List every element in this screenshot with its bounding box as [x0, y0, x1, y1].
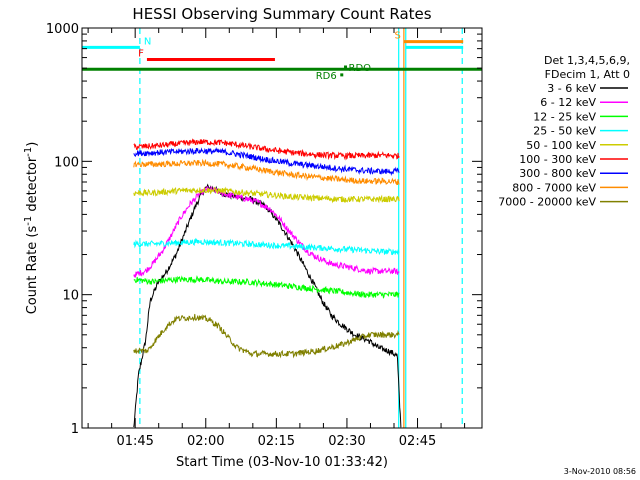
series-line-5 — [133, 138, 400, 161]
marker-dot-0 — [344, 65, 348, 69]
marker-label-1: RD6 — [316, 71, 337, 82]
legend-label-4: 50 - 100 keV — [526, 139, 596, 152]
x-tick-label-1: 02:00 — [187, 434, 224, 449]
chart-title: HESSI Observing Summary Count Rates — [132, 5, 431, 23]
x-tick-label-0: 01:45 — [116, 434, 153, 449]
legend-label-2: 12 - 25 keV — [533, 110, 596, 123]
plot-frame — [81, 27, 483, 429]
markers: RDO RD6 — [316, 63, 371, 82]
flag-bars: NF S — [82, 31, 482, 71]
x-tick-label-4: 02:45 — [399, 434, 436, 449]
series-line-0 — [133, 183, 402, 428]
marker-dot-1 — [340, 73, 344, 77]
y-axis-ticks: 1 10 100 1000 — [46, 22, 482, 437]
legend-label-7: 800 - 7000 keV — [512, 181, 596, 194]
series-line-2 — [133, 275, 400, 299]
legend-header-2: FDecim 1, Att 0 — [545, 68, 630, 81]
legend-header-1: Det 1,3,4,5,6,9, — [544, 54, 630, 67]
y-axis-label-end: ) — [25, 142, 40, 147]
x-axis-label: Start Time (03-Nov-10 01:33:42) — [176, 455, 388, 470]
x-axis-ticks: 01:45 02:00 02:15 02:30 02:45 — [87, 28, 466, 449]
flag-label-1: F — [138, 49, 144, 60]
y-axis-label: Count Rate (s-1 detector-1) — [23, 142, 40, 315]
marker-label-0: RDO — [349, 63, 372, 74]
x-tick-label-3: 02:30 — [328, 434, 365, 449]
y-axis-label-sup1: -1 — [23, 216, 34, 226]
flag-label-0: N — [144, 36, 151, 47]
series-line-7 — [133, 158, 400, 186]
series-line-1 — [133, 185, 400, 278]
y-axis-label-main: Count Rate (s — [25, 226, 40, 315]
legend-label-5: 100 - 300 keV — [519, 153, 596, 166]
y-axis-label-mid: detector — [25, 156, 40, 216]
y-tick-label-3: 1000 — [46, 22, 79, 37]
series-line-3 — [133, 237, 400, 256]
y-axis-label-sup2: -1 — [23, 147, 34, 157]
legend-label-0: 3 - 6 keV — [547, 82, 596, 95]
series-lines — [133, 138, 402, 428]
x-tick-label-2: 02:15 — [258, 434, 295, 449]
timestamp: 3-Nov-2010 08:56 — [564, 467, 636, 476]
vertical-markers — [139, 28, 463, 428]
legend-label-6: 300 - 800 keV — [519, 167, 596, 180]
y-tick-label-1: 10 — [62, 289, 79, 304]
legend-label-3: 25 - 50 keV — [533, 125, 596, 138]
legend-label-1: 6 - 12 keV — [540, 96, 596, 109]
y-tick-label-2: 100 — [54, 155, 79, 170]
legend: Det 1,3,4,5,6,9, FDecim 1, Att 0 3 - 6 k… — [498, 54, 630, 209]
series-line-6 — [133, 147, 400, 177]
flag-label-2: S — [395, 31, 401, 42]
legend-label-8: 7000 - 20000 keV — [498, 196, 596, 209]
series-line-8 — [133, 313, 400, 359]
series-line-4 — [133, 186, 400, 204]
y-tick-label-0: 1 — [71, 422, 79, 437]
